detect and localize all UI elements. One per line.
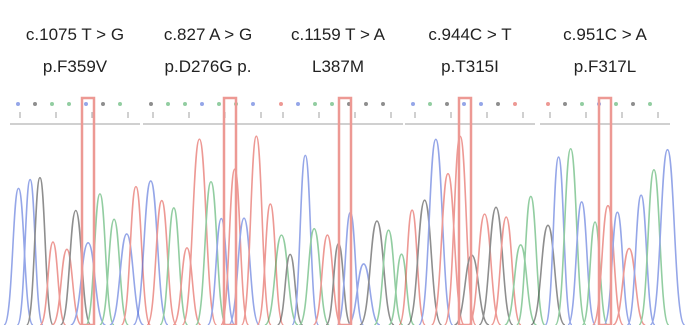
base-call — [546, 102, 550, 106]
base-call — [251, 102, 255, 106]
cdna-label: c.944C > T — [428, 25, 511, 44]
base-call — [183, 102, 187, 106]
base-call — [563, 102, 567, 106]
cdna-label: c.827 A > G — [164, 25, 252, 44]
base-call — [118, 102, 122, 106]
base-call — [166, 102, 170, 106]
protein-label: p.T315I — [441, 57, 499, 76]
base-call — [217, 102, 221, 106]
protein-label: p.F359V — [43, 57, 108, 76]
base-call — [84, 102, 88, 106]
base-call — [364, 102, 368, 106]
base-call — [631, 102, 635, 106]
sequencing-figure: c.1075 T > G p.F359V c.827 A > G p.D276G p.… — [0, 0, 697, 325]
base-call — [614, 102, 618, 106]
base-call — [50, 102, 54, 106]
base-call — [313, 102, 317, 106]
base-call — [496, 102, 500, 106]
base-call — [381, 102, 385, 106]
base-call — [149, 102, 153, 106]
cdna-label: c.1159 T > A — [291, 25, 386, 44]
cdna-label: c.1075 T > G — [26, 25, 124, 44]
base-call — [296, 102, 300, 106]
base-call — [648, 102, 652, 106]
base-call — [67, 102, 71, 106]
base-call — [200, 102, 204, 106]
base-call — [462, 102, 466, 106]
base-call — [411, 102, 415, 106]
base-call — [16, 102, 20, 106]
cdna-label: c.951C > A — [563, 25, 647, 44]
protein-label: L387M — [312, 57, 364, 76]
base-call — [330, 102, 334, 106]
base-call — [428, 102, 432, 106]
protein-label: p.D276G p. — [165, 57, 252, 76]
base-call — [279, 102, 283, 106]
base-call — [101, 102, 105, 106]
base-call — [479, 102, 483, 106]
base-call — [513, 102, 517, 106]
base-call — [445, 102, 449, 106]
background — [0, 0, 697, 325]
base-call — [580, 102, 584, 106]
protein-label: p.F317L — [574, 57, 636, 76]
base-call — [33, 102, 37, 106]
